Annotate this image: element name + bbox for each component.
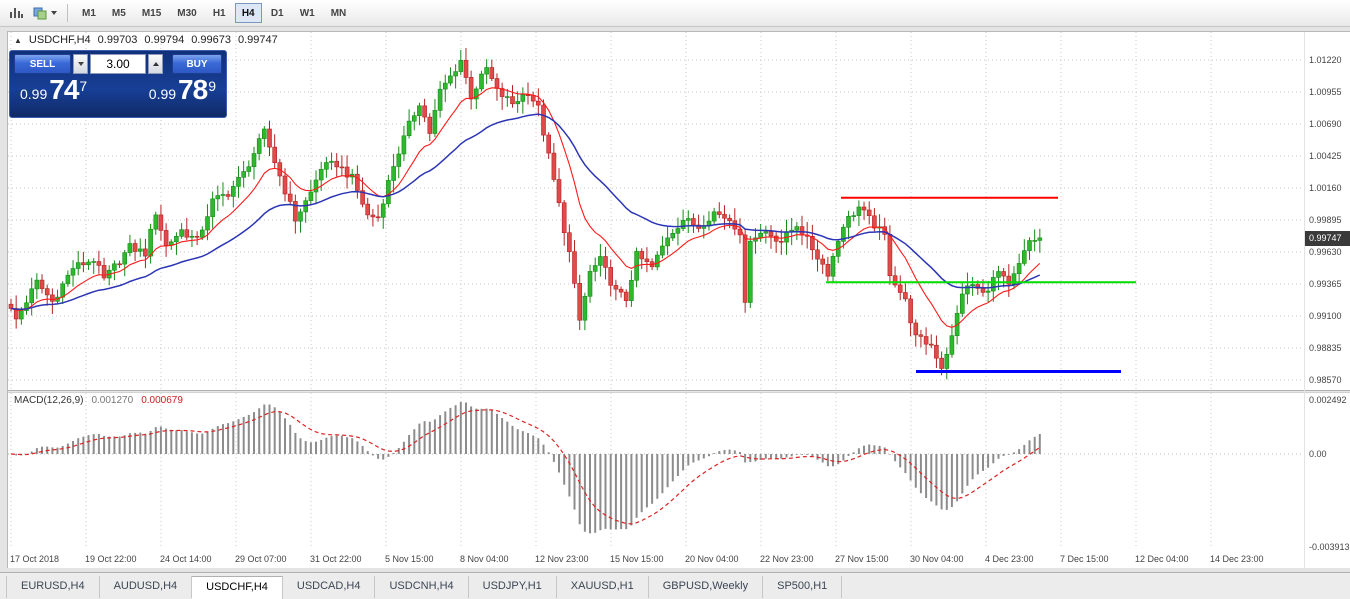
timeframe-button[interactable]: D1 xyxy=(264,3,291,23)
timeframe-button[interactable]: H1 xyxy=(206,3,233,23)
time-axis-label: 22 Nov 23:00 xyxy=(760,554,814,564)
buy-pips: 78 xyxy=(178,74,208,105)
chart-symbol-label: USDCHF,H4 xyxy=(28,34,91,46)
chevron-up-icon xyxy=(152,62,159,66)
timeframe-toolbar: M1 M5 M15 M30 H1 H4 D1 W1 MN xyxy=(74,3,354,23)
timeframe-button[interactable]: M30 xyxy=(170,3,203,23)
chart-tab[interactable]: GBPUSD,Weekly xyxy=(649,576,764,598)
price-axis-label: 0.99100 xyxy=(1309,311,1342,321)
ohlc-close: 0.99747 xyxy=(237,34,278,46)
price-axis[interactable]: 1.01220 1.00955 1.00690 1.00425 1.00160 0.998… xyxy=(1304,32,1350,568)
objects-list-button[interactable] xyxy=(28,2,61,24)
chart-frame[interactable]: ▲ USDCHF,H4 0.99703 0.99794 0.99673 0.99… xyxy=(7,31,1350,568)
ohlc-high: 0.99794 xyxy=(144,34,185,46)
timeframe-button[interactable]: M5 xyxy=(105,3,133,23)
chart-tab[interactable]: EURUSD,H4 xyxy=(6,576,100,598)
macd-axis-label: -0.003913 xyxy=(1309,542,1350,552)
macd-axis-label: 0.00 xyxy=(1309,449,1327,459)
objects-icon xyxy=(33,7,47,20)
one-click-trading-panel: SELL BUY 0.99 74 7 0.99 78 xyxy=(9,50,227,118)
time-axis-label: 20 Nov 04:00 xyxy=(685,554,739,564)
timeframe-button[interactable]: M15 xyxy=(135,3,168,23)
time-axis-label: 4 Dec 23:00 xyxy=(985,554,1034,564)
time-axis-label: 5 Nov 15:00 xyxy=(385,554,434,564)
price-axis-label: 1.00160 xyxy=(1309,183,1342,193)
chart-tab[interactable]: USDJPY,H1 xyxy=(469,576,557,598)
time-axis-label: 7 Dec 15:00 xyxy=(1060,554,1109,564)
time-axis-label: 8 Nov 04:00 xyxy=(460,554,509,564)
chart-tab[interactable]: SP500,H1 xyxy=(763,576,843,598)
top-toolbar: M1 M5 M15 M30 H1 H4 D1 W1 MN xyxy=(0,0,1350,27)
trade-prices-row: 0.99 74 7 0.99 78 9 xyxy=(10,74,226,105)
timeframe-button[interactable]: M1 xyxy=(75,3,103,23)
buy-price[interactable]: 0.99 78 9 xyxy=(149,75,216,105)
toolbar-separator xyxy=(67,4,68,22)
chart-tab[interactable]: USDCNH,H4 xyxy=(375,576,469,598)
sell-pips: 74 xyxy=(49,74,79,105)
price-axis-label: 0.99365 xyxy=(1309,279,1342,289)
time-axis-label: 24 Oct 14:00 xyxy=(160,554,212,564)
price-axis-label: 0.98835 xyxy=(1309,343,1342,353)
chart-tab[interactable]: AUDUSD,H4 xyxy=(100,576,193,598)
time-axis-label: 14 Dec 23:00 xyxy=(1210,554,1264,564)
time-axis-label: 17 Oct 2018 xyxy=(10,554,60,564)
bar-chart-icon-button[interactable] xyxy=(4,2,28,24)
lot-decrease-button[interactable] xyxy=(73,54,88,74)
ohlc-low: 0.99673 xyxy=(191,34,231,46)
time-axis-label: 29 Oct 07:00 xyxy=(235,554,287,564)
chart-tabs: EURUSD,H4 AUDUSD,H4 USDCHF,H4 USDCAD,H4 USDC… xyxy=(6,576,843,599)
price-chart-canvas[interactable] xyxy=(8,32,1304,390)
macd-axis-label: 0.002492 xyxy=(1309,395,1347,405)
price-axis-label: 1.00955 xyxy=(1309,87,1342,97)
sell-price[interactable]: 0.99 74 7 xyxy=(20,75,87,105)
symbol-marker-icon: ▲ xyxy=(14,35,22,45)
chart-workspace: ▲ USDCHF,H4 0.99703 0.99794 0.99673 0.99… xyxy=(0,27,1350,572)
price-axis-label: 0.99630 xyxy=(1309,247,1342,257)
chart-tab[interactable]: USDCAD,H4 xyxy=(283,576,376,598)
macd-canvas[interactable] xyxy=(8,393,1304,549)
buy-pipette: 9 xyxy=(208,78,216,94)
buy-button[interactable]: BUY xyxy=(172,54,222,74)
timeframe-button[interactable]: W1 xyxy=(293,3,322,23)
chevron-down-icon xyxy=(51,11,57,15)
lot-size-input[interactable] xyxy=(90,54,146,74)
chart-tab[interactable]: USDCHF,H4 xyxy=(192,576,283,599)
chevron-down-icon xyxy=(77,62,84,66)
timeframe-button[interactable]: MN xyxy=(324,3,354,23)
time-axis-label: 31 Oct 22:00 xyxy=(310,554,362,564)
time-axis-label: 19 Oct 22:00 xyxy=(85,554,137,564)
macd-name: MACD(12,26,9) xyxy=(14,395,84,406)
time-axis-label: 30 Nov 04:00 xyxy=(910,554,964,564)
timeframe-button[interactable]: H4 xyxy=(234,3,262,23)
time-axis-label: 12 Dec 04:00 xyxy=(1135,554,1189,564)
chart-title: ▲ USDCHF,H4 0.99703 0.99794 0.99673 0.99… xyxy=(14,34,278,46)
sell-button[interactable]: SELL xyxy=(14,54,71,74)
buy-big-figure: 0.99 xyxy=(148,86,177,102)
trade-controls-row: SELL BUY xyxy=(10,51,226,74)
price-axis-label: 1.00425 xyxy=(1309,151,1342,161)
macd-main-value: 0.001270 xyxy=(91,395,134,406)
sell-big-figure: 0.99 xyxy=(20,86,48,102)
price-axis-label: 0.98570 xyxy=(1309,375,1342,385)
indicator-panel-divider[interactable] xyxy=(8,390,1350,393)
time-axis[interactable]: 17 Oct 2018 19 Oct 22:00 24 Oct 14:00 29 Oc… xyxy=(8,550,1304,569)
time-axis-label: 12 Nov 23:00 xyxy=(535,554,589,564)
macd-signal-value: 0.000679 xyxy=(141,395,183,406)
price-axis-label: 1.00690 xyxy=(1309,119,1342,129)
time-axis-label: 15 Nov 15:00 xyxy=(610,554,664,564)
chart-tabs-bar: EURUSD,H4 AUDUSD,H4 USDCHF,H4 USDCAD,H4 USDC… xyxy=(0,572,1350,599)
chart-tab[interactable]: XAUUSD,H1 xyxy=(557,576,649,598)
price-axis-label: 0.99895 xyxy=(1309,215,1342,225)
bar-chart-icon xyxy=(10,8,23,18)
price-axis-label: 1.01220 xyxy=(1309,55,1342,65)
ohlc-open: 0.99703 xyxy=(97,34,138,46)
current-price-tag: 0.99747 xyxy=(1305,231,1350,246)
macd-indicator-label: MACD(12,26,9) 0.001270 0.000679 xyxy=(14,395,183,406)
time-axis-label: 27 Nov 15:00 xyxy=(835,554,889,564)
lot-increase-button[interactable] xyxy=(148,54,163,74)
sell-pipette: 7 xyxy=(79,78,88,94)
